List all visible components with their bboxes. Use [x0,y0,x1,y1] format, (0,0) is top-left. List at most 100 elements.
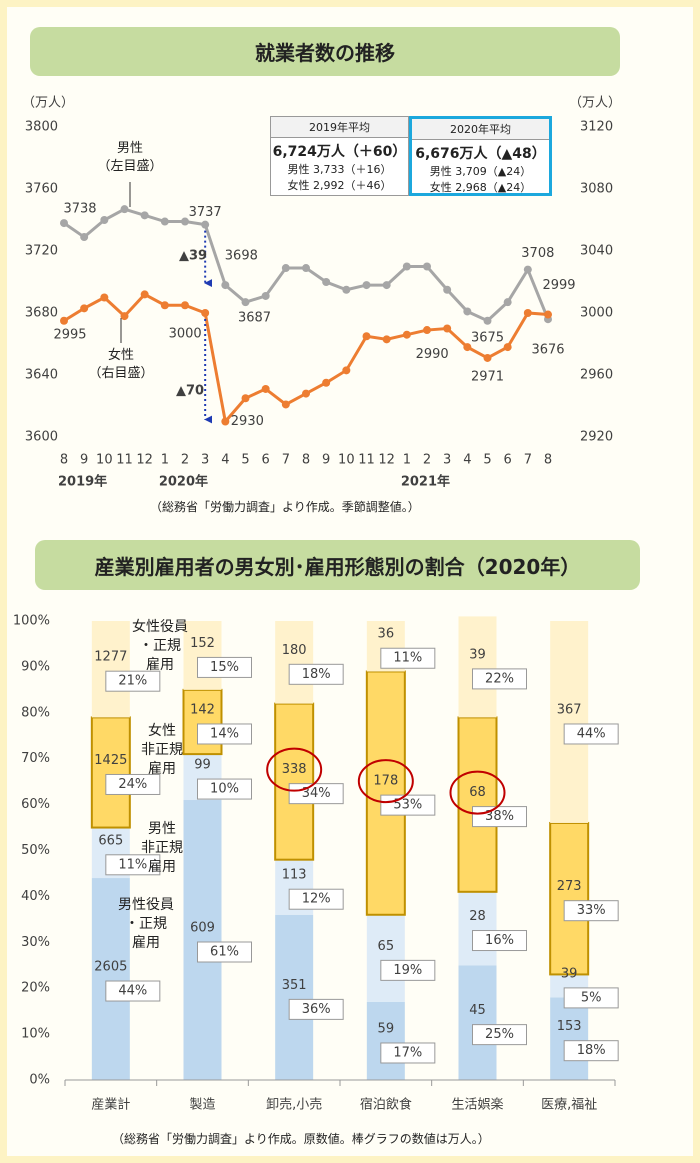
point [140,211,149,220]
count-label: 36 [378,627,395,642]
x-tick-label: 12 [378,453,395,468]
bar-segment [550,621,589,823]
year-label: 2021年 [401,474,450,490]
count-label: 152 [190,636,215,651]
count-label: 1425 [94,753,127,768]
count-label: 180 [282,643,307,658]
point [483,353,492,362]
percent-label: 44% [118,984,147,999]
year-label: 2020年 [159,474,208,490]
y-tick-label: 100% [13,614,50,629]
percent-label: 18% [302,667,331,682]
data-label: 3675 [471,330,504,345]
annotation: ▲39 [179,249,207,264]
percent-label: 14% [210,726,239,741]
point [80,233,89,242]
bar-segment [365,670,406,916]
series-label: 女性 （右目盛） [88,348,154,381]
y-tick-label: 10% [21,1027,50,1042]
point [322,278,331,286]
title-banner: 産業別雇用者の男女別･雇用形態別の割合（2020年） [35,540,640,590]
percent-label: 10% [210,782,239,797]
percent-box [197,723,252,745]
y-tick-label: 0% [29,1073,50,1088]
x-tick-label: 7 [282,453,290,468]
summary-female: 女性 2,968（▲24） [429,181,532,194]
percent-label: 34% [302,786,331,801]
y-tick-label: 3600 [25,430,58,445]
x-tick-label: 6 [262,453,270,468]
count-label: 609 [190,921,215,936]
y-tick-label: 50% [21,843,50,858]
x-tick-label: 11 [116,453,133,468]
bar-segment [275,914,314,1080]
point [322,378,331,387]
point [463,343,472,352]
point [181,217,189,226]
bar-segment [183,800,222,1080]
point [423,326,431,335]
source-note: （総務省「労働力調査」より作成。原数値。棒グラフの数値は万人。） [112,1132,490,1146]
percent-box [105,980,161,1002]
y-tick-label: 3800 [25,120,58,135]
summary-title: 2020年平均 [412,119,549,140]
summary-male: 男性 3,709（▲24） [429,165,532,178]
x-tick-label: 7 [524,453,532,468]
x-tick-label: 2 [423,453,431,468]
percent-label: 21% [118,674,147,689]
y-tick-label: 90% [21,659,50,674]
highlight-circle [449,770,506,815]
bar-segment [183,621,222,690]
point [443,285,452,294]
x-tick-label: 3 [443,453,451,468]
point [342,366,351,375]
point [281,400,290,409]
point [201,220,210,229]
year-label: 2019年 [58,474,107,490]
point [100,216,109,224]
percent-label: 24% [118,777,147,792]
percent-label: 17% [393,1045,422,1060]
percent-label: 22% [485,671,514,686]
x-tick-label: 4 [463,453,471,468]
x-tick-label: 5 [241,453,249,468]
count-label: 665 [98,833,123,848]
x-tick-label: 12 [136,453,153,468]
y2-tick-label: 2960 [580,368,613,383]
percent-box [472,668,527,690]
percent-box [105,773,161,795]
y2-axis-unit: （万人） [569,96,621,111]
percent-box [105,854,161,876]
x-tick-label: 8 [302,453,310,468]
count-label: 351 [282,978,307,993]
y-tick-label: 3680 [25,306,58,321]
percent-label: 16% [485,933,514,948]
x-tick-label: 9 [322,453,330,468]
percent-label: 18% [577,1043,606,1058]
point [523,309,532,317]
x-tick-label: 6 [504,453,512,468]
percent-box [563,900,619,922]
y-tick-label: 3640 [25,368,58,383]
point [221,281,230,290]
point [261,384,270,393]
count-label: 273 [557,879,582,894]
count-label: 68 [469,785,486,800]
percent-box [105,670,161,692]
data-label: 3676 [531,343,564,358]
point [463,307,472,316]
x-tick-label: 医療,福祉 [541,1098,597,1113]
point [100,293,109,302]
point [382,281,391,290]
x-tick-label: 11 [358,453,375,468]
bar-segment [91,878,130,1080]
x-tick-label: 産業計 [91,1097,130,1113]
point [483,316,492,325]
percent-label: 11% [118,857,147,872]
x-tick-label: 1 [403,453,411,468]
count-label: 45 [469,1003,486,1018]
bar-segment [549,821,590,976]
point [281,264,290,273]
percent-label: 15% [210,660,239,675]
